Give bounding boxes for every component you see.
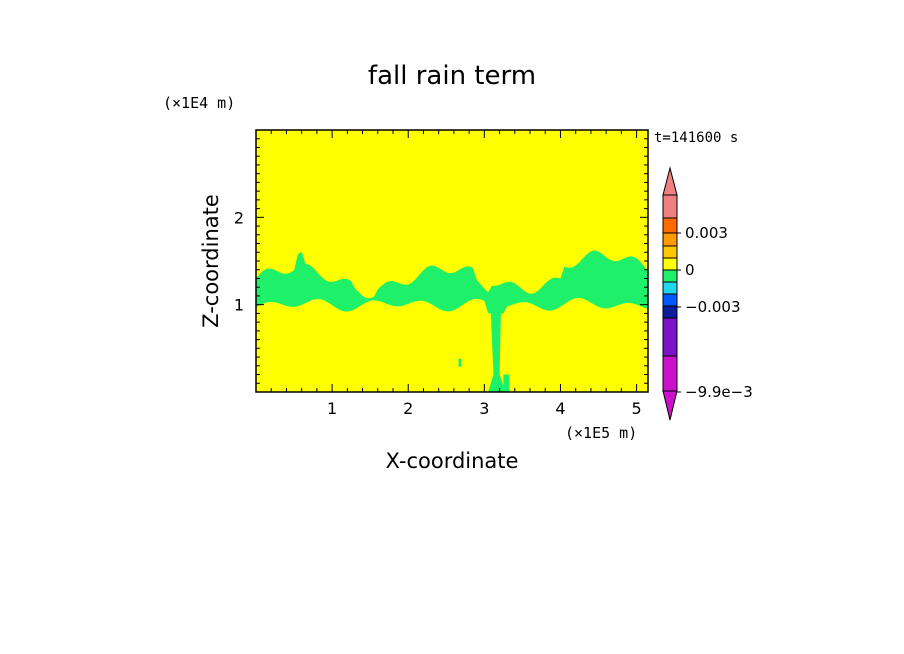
colorbar-segment bbox=[662, 305, 678, 319]
colorbar-segment bbox=[662, 257, 678, 271]
rain-shaft-tail bbox=[503, 374, 510, 392]
x-tick-label: 2 bbox=[403, 399, 413, 418]
colorbar-segment bbox=[662, 245, 678, 259]
colorbar-label: −9.9e−3 bbox=[685, 383, 753, 401]
y-axis-label: Z-coordinate bbox=[199, 194, 223, 328]
colorbar-segment bbox=[662, 317, 678, 357]
x-unit-label: (×1E5 m) bbox=[565, 424, 637, 442]
colorbar-segment bbox=[662, 232, 678, 247]
colorbar-segment bbox=[662, 281, 678, 295]
colorbar-label: −0.003 bbox=[685, 298, 741, 316]
rain-band bbox=[256, 250, 648, 314]
axes: 1 2 3 4 5 1 2 bbox=[234, 129, 649, 418]
x-tick-label: 5 bbox=[631, 399, 641, 418]
colorbar-segment bbox=[662, 293, 678, 307]
rain-speck bbox=[458, 358, 462, 367]
colorbar-label: 0.003 bbox=[685, 224, 728, 242]
colorbar-lower-arrow bbox=[662, 390, 678, 421]
x-axis-label: X-coordinate bbox=[386, 449, 519, 473]
colorbar-segment bbox=[662, 269, 678, 283]
plot-area bbox=[256, 130, 648, 392]
colorbar-segment bbox=[662, 217, 678, 234]
colorbar-upper-arrow bbox=[662, 166, 678, 196]
x-tick-label: 1 bbox=[327, 399, 337, 418]
y-unit-label: (×1E4 m) bbox=[163, 94, 235, 112]
colorbar-segment bbox=[662, 355, 678, 392]
colorbar-label: 0 bbox=[685, 261, 695, 279]
time-label: t=141600 s bbox=[654, 130, 738, 146]
chart-title: fall rain term bbox=[368, 61, 536, 91]
y-tick-label: 1 bbox=[234, 296, 244, 315]
x-tick-label: 4 bbox=[555, 399, 565, 418]
rain-shaft bbox=[488, 304, 506, 392]
y-tick-label: 2 bbox=[234, 208, 244, 227]
colorbar: 0.003 0 −0.003 −9.9e−3 bbox=[662, 166, 753, 421]
x-tick-label: 3 bbox=[479, 399, 489, 418]
colorbar-segment bbox=[662, 194, 678, 219]
